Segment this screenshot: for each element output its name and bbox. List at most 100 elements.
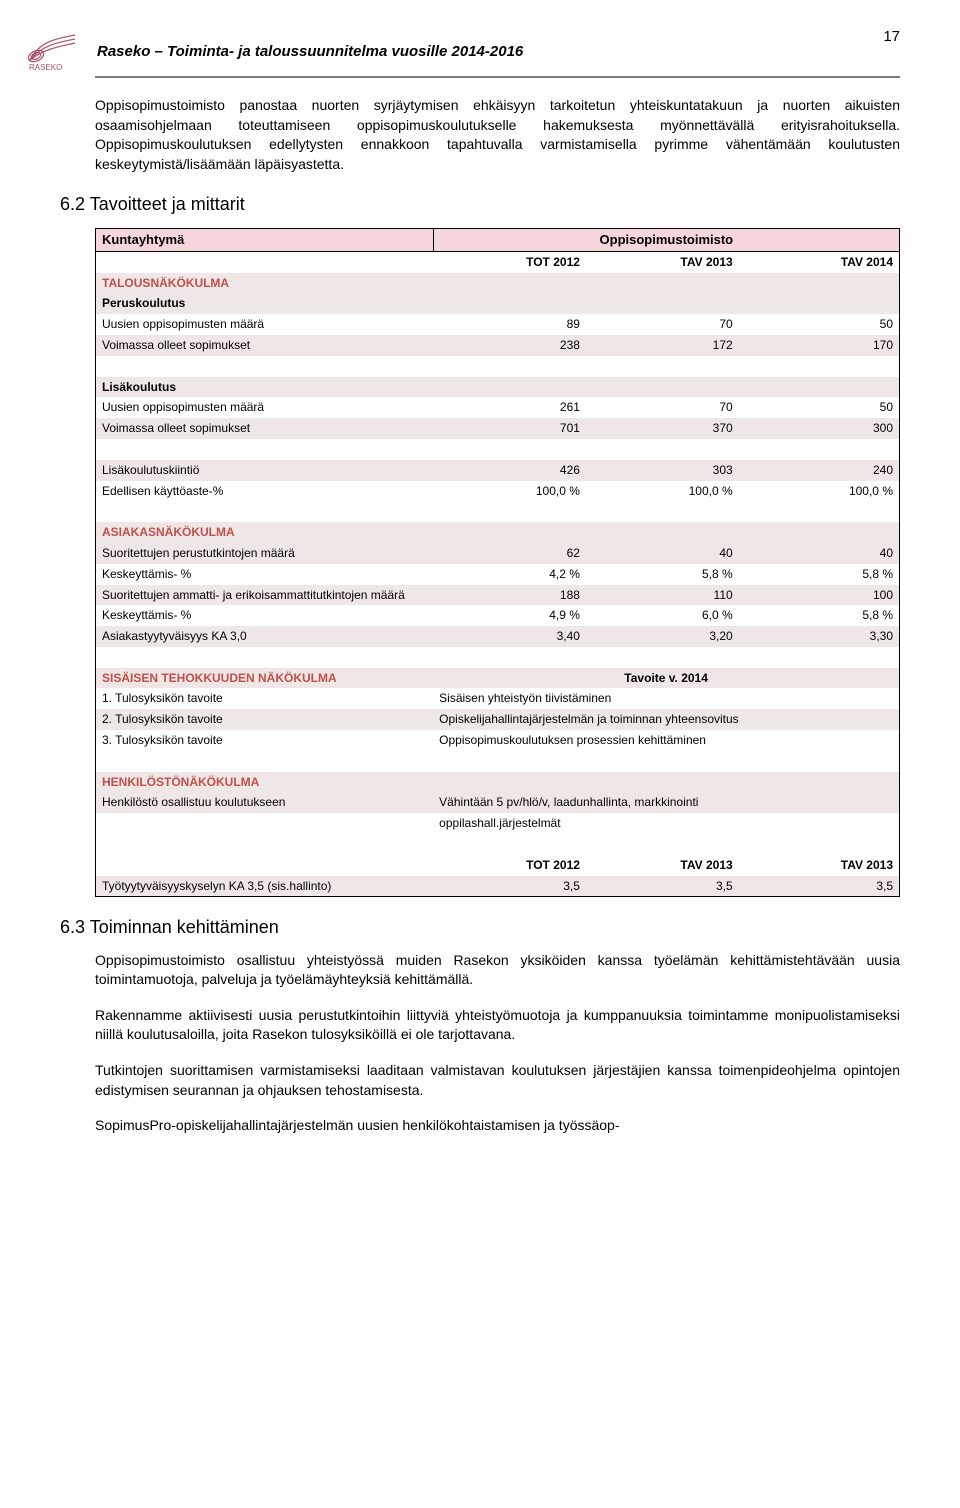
table-row: oppilashall.järjestelmät (96, 813, 900, 834)
cell: 50 (739, 314, 900, 335)
lisakoulutus-label: Lisäkoulutus (102, 380, 176, 394)
table-row: 1. Tulosyksikön tavoite Sisäisen yhteist… (96, 688, 900, 709)
cell: 4,2 % (433, 564, 586, 585)
table-row: Suoritettujen ammatti- ja erikoisammatti… (96, 585, 900, 606)
cell: 70 (586, 397, 739, 418)
row-label: Työtyytyväisyyskyselyn KA 3,5 (sis.halli… (96, 876, 434, 897)
cell: 3,20 (586, 626, 739, 647)
table-row: Keskeyttämis- % 4,9 % 6,0 % 5,8 % (96, 605, 900, 626)
cell: 701 (433, 418, 586, 439)
table-row: Suoritettujen perustutkintojen määrä 62 … (96, 543, 900, 564)
cell: 6,0 % (586, 605, 739, 626)
col-header: TAV 2013 (586, 251, 739, 272)
row-label: 3. Tulosyksikön tavoite (96, 730, 434, 751)
col-header: TAV 2013 (739, 855, 900, 876)
cell: 100 (739, 585, 900, 606)
cell: 238 (433, 335, 586, 356)
row-label: Uusien oppisopimusten määrä (96, 314, 434, 335)
cell: Vähintään 5 pv/hlö/v, laadunhallinta, ma… (433, 792, 899, 813)
row-label: Suoritettujen ammatti- ja erikoisammatti… (96, 585, 434, 606)
cell: 4,9 % (433, 605, 586, 626)
cell: 89 (433, 314, 586, 335)
talous-header: TALOUSNÄKÖKULMA (96, 273, 900, 294)
table-row: Edellisen käyttöaste-% 100,0 % 100,0 % 1… (96, 481, 900, 502)
table-row: Henkilöstö osallistuu koulutukseen Vähin… (96, 792, 900, 813)
col-headers: TOT 2012 TAV 2013 TAV 2014 (96, 251, 900, 272)
lisakoulutus-header: Lisäkoulutus (96, 377, 900, 398)
cell: 172 (586, 335, 739, 356)
table-row: Voimassa olleet sopimukset 701 370 300 (96, 418, 900, 439)
peruskoulutus-label: Peruskoulutus (102, 296, 185, 310)
footer-col-headers: TOT 2012 TAV 2013 TAV 2013 (96, 855, 900, 876)
cell: 50 (739, 397, 900, 418)
cell: 40 (586, 543, 739, 564)
page-header: RASEKO Raseko – Toiminta- ja taloussuunn… (95, 30, 900, 78)
peruskoulutus-header: Peruskoulutus (96, 293, 900, 314)
cell: 3,30 (739, 626, 900, 647)
raseko-logo: RASEKO (25, 30, 85, 72)
cell: 100,0 % (586, 481, 739, 502)
cell: 5,8 % (586, 564, 739, 585)
col-header: TOT 2012 (433, 251, 586, 272)
cell: 100,0 % (739, 481, 900, 502)
cell: Opiskelijahallintajärjestelmän ja toimin… (433, 709, 899, 730)
asiakas-label: ASIAKASNÄKÖKULMA (102, 525, 235, 539)
row-label: Suoritettujen perustutkintojen määrä (96, 543, 434, 564)
row-label: Lisäkoulutuskiintiö (96, 460, 434, 481)
row-label: Voimassa olleet sopimukset (96, 418, 434, 439)
table-row: Uusien oppisopimusten määrä 261 70 50 (96, 397, 900, 418)
table-row: Lisäkoulutuskiintiö 426 303 240 (96, 460, 900, 481)
henkilosto-label: HENKILÖSTÖNÄKÖKULMA (102, 775, 259, 789)
cell: oppilashall.järjestelmät (433, 813, 899, 834)
table-row: Uusien oppisopimusten määrä 89 70 50 (96, 314, 900, 335)
row-label: Henkilöstö osallistuu koulutukseen (96, 792, 434, 813)
table-row: Keskeyttämis- % 4,2 % 5,8 % 5,8 % (96, 564, 900, 585)
cell: 5,8 % (739, 564, 900, 585)
henkilosto-header: HENKILÖSTÖNÄKÖKULMA (96, 772, 900, 793)
cell: 426 (433, 460, 586, 481)
cell: 3,40 (433, 626, 586, 647)
table-row: Voimassa olleet sopimukset 238 172 170 (96, 335, 900, 356)
cell: 170 (739, 335, 900, 356)
col-header: TOT 2012 (433, 855, 586, 876)
sisainen-label: SISÄISEN TEHOKKUUDEN NÄKÖKULMA (102, 671, 337, 685)
section-6-2-heading: 6.2 Tavoitteet ja mittarit (60, 192, 900, 217)
tavoite-header: Tavoite v. 2014 (433, 668, 899, 689)
col-header: TAV 2014 (739, 251, 900, 272)
cell: 70 (586, 314, 739, 335)
table-row: Asiakastyytyväisyys KA 3,0 3,40 3,20 3,3… (96, 626, 900, 647)
row-label: Keskeyttämis- % (96, 605, 434, 626)
section-6-3-paragraph: Tutkintojen suorittamisen varmistamiseks… (95, 1061, 900, 1100)
cell: 188 (433, 585, 586, 606)
cell: 240 (739, 460, 900, 481)
cell: 3,5 (739, 876, 900, 897)
logo-text: RASEKO (29, 63, 62, 72)
section-6-3-paragraph: Rakennamme aktiivisesti uusia perustutki… (95, 1006, 900, 1045)
table-row: 2. Tulosyksikön tavoite Opiskelijahallin… (96, 709, 900, 730)
section-6-3-paragraph: SopimusPro-opiskelijahallintajärjestelmä… (95, 1116, 900, 1136)
cell: 5,8 % (739, 605, 900, 626)
asiakas-header: ASIAKASNÄKÖKULMA (96, 522, 900, 543)
intro-paragraph: Oppisopimustoimisto panostaa nuorten syr… (95, 96, 900, 174)
col-header: TAV 2013 (586, 855, 739, 876)
talous-label: TALOUSNÄKÖKULMA (102, 276, 229, 290)
cell: 3,5 (433, 876, 586, 897)
row-label: Keskeyttämis- % (96, 564, 434, 585)
cell: 40 (739, 543, 900, 564)
cell: 261 (433, 397, 586, 418)
row-label: Edellisen käyttöaste-% (96, 481, 434, 502)
cell: Sisäisen yhteistyön tiivistäminen (433, 688, 899, 709)
cell: 300 (739, 418, 900, 439)
table-title-row: Kuntayhtymä Oppisopimustoimisto (96, 228, 900, 251)
row-label: Voimassa olleet sopimukset (96, 335, 434, 356)
row-label: Asiakastyytyväisyys KA 3,0 (96, 626, 434, 647)
cell: Oppisopimuskoulutuksen prosessien kehitt… (433, 730, 899, 751)
row-label: 1. Tulosyksikön tavoite (96, 688, 434, 709)
cell: 303 (586, 460, 739, 481)
org-name: Kuntayhtymä (96, 228, 434, 251)
section-6-3-heading: 6.3 Toiminnan kehittäminen (60, 915, 900, 940)
metrics-table: Kuntayhtymä Oppisopimustoimisto TOT 2012… (95, 228, 900, 898)
unit-name: Oppisopimustoimisto (433, 228, 899, 251)
page-number: 17 (883, 26, 900, 47)
section-6-3-paragraph: Oppisopimustoimisto osallistuu yhteistyö… (95, 951, 900, 990)
